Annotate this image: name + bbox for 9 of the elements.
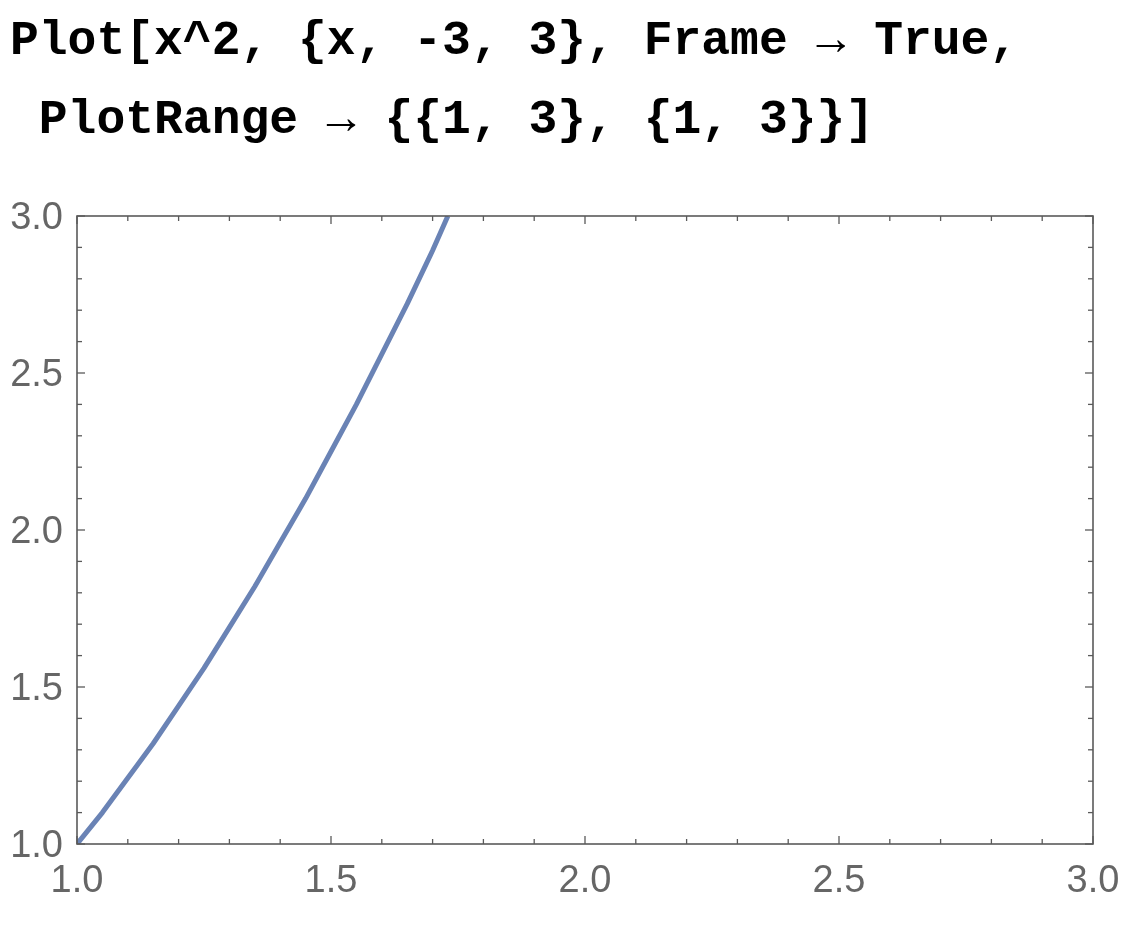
x-tick-label: 3.0 xyxy=(1066,858,1120,900)
x-tick-label: 2.0 xyxy=(558,858,612,900)
x-tick-label: 1.5 xyxy=(304,858,358,900)
y-tick-label: 2.0 xyxy=(10,509,63,551)
x-tick-label: 2.5 xyxy=(812,858,866,900)
y-tick-label: 1.5 xyxy=(10,666,63,708)
y-tick-label: 3.0 xyxy=(10,195,63,237)
chart-title: Plot[x^2, {x, -3, 3}, Frame → True, PlotRange → {{1, 3}, {1, 3}}] xyxy=(10,14,1019,147)
y-tick-label: 2.5 xyxy=(10,352,63,394)
